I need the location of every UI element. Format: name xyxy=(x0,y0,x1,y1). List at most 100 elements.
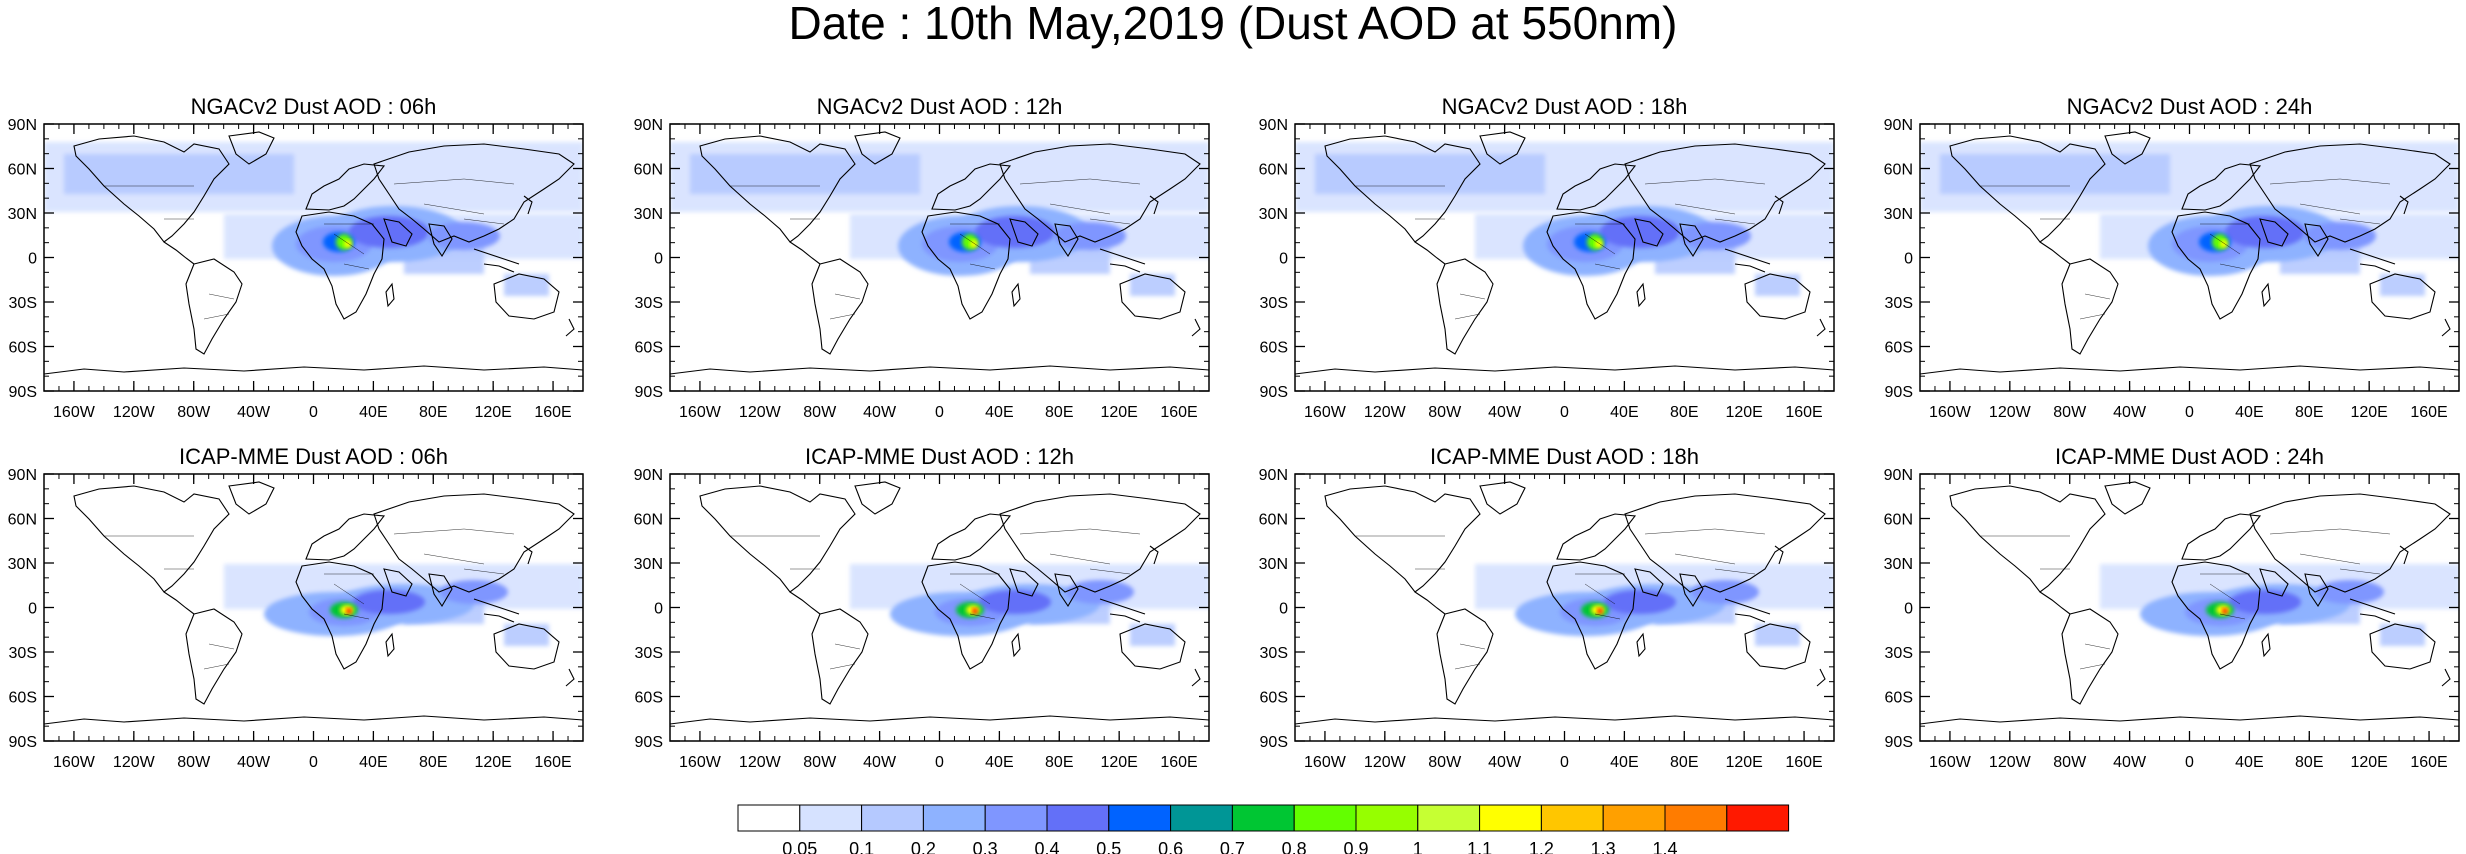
lon-tick-label: 160E xyxy=(534,404,571,421)
lat-tick-label: 0 xyxy=(1279,251,1288,268)
colorbar-label: 0.7 xyxy=(1220,839,1245,854)
lon-tick-label: 40E xyxy=(2235,754,2263,771)
lat-tick-label: 90S xyxy=(635,384,663,401)
lon-tick-label: 80E xyxy=(419,754,447,771)
lon-tick-label: 120W xyxy=(1364,404,1407,421)
lon-tick-label: 80W xyxy=(177,754,211,771)
lon-tick-label: 120E xyxy=(474,404,511,421)
lon-tick-label: 0 xyxy=(309,404,318,421)
colorbar-label: 0.2 xyxy=(911,839,936,854)
lon-tick-label: 0 xyxy=(935,404,944,421)
lon-tick-label: 40E xyxy=(985,754,1013,771)
colorbar-label: 0.8 xyxy=(1282,839,1307,854)
lon-tick-label: 120E xyxy=(1725,404,1762,421)
lon-tick-label: 40W xyxy=(863,754,897,771)
lon-tick-label: 0 xyxy=(309,754,318,771)
lon-tick-label: 40E xyxy=(985,404,1013,421)
map-panel-3: NGACv2 Dust AOD : 18h 90N 60N 30N 0 30S 60S 90S… xyxy=(1259,94,1835,421)
lon-tick-label: 0 xyxy=(1560,754,1569,771)
lon-tick-label: 40W xyxy=(2113,404,2147,421)
dust-aod-field xyxy=(670,474,1209,741)
lon-tick-label: 120E xyxy=(2350,404,2387,421)
colorbar-label: 0.3 xyxy=(973,839,998,854)
lon-tick-label: 0 xyxy=(1560,404,1569,421)
colorbar-swatch xyxy=(1231,804,1295,832)
colorbar-label: 0.6 xyxy=(1158,839,1183,854)
lon-tick-label: 120W xyxy=(113,404,156,421)
lat-tick-label: 60N xyxy=(1259,162,1288,179)
lat-tick-label: 90N xyxy=(1884,467,1913,484)
lon-tick-label: 160W xyxy=(679,754,722,771)
colorbar-label: 0.1 xyxy=(849,839,874,854)
lat-tick-label: 30S xyxy=(9,645,37,662)
panel-title: ICAP-MME Dust AOD : 06h xyxy=(179,444,448,469)
colorbar-swatch xyxy=(984,804,1048,832)
lon-tick-label: 120W xyxy=(739,754,782,771)
lat-tick-label: 90S xyxy=(1885,384,1913,401)
lon-tick-label: 160E xyxy=(1785,754,1822,771)
lon-tick-label: 120W xyxy=(1989,754,2032,771)
lat-tick-label: 90N xyxy=(1259,467,1288,484)
lat-tick-label: 90S xyxy=(1260,384,1288,401)
dust-aod-field xyxy=(1920,474,2459,741)
lat-tick-label: 90S xyxy=(9,384,37,401)
lon-tick-label: 160W xyxy=(1304,404,1347,421)
panel-title: ICAP-MME Dust AOD : 18h xyxy=(1430,444,1699,469)
lat-tick-label: 0 xyxy=(654,251,663,268)
map-panel-5: ICAP-MME Dust AOD : 06h 90N 60N 30N 0 30S 60S 9… xyxy=(8,444,584,771)
lat-tick-label: 60S xyxy=(9,690,37,707)
lat-tick-label: 60S xyxy=(1885,690,1913,707)
lat-tick-label: 30N xyxy=(1884,556,1913,573)
lat-tick-label: 30S xyxy=(635,295,663,312)
lon-tick-label: 160W xyxy=(53,754,96,771)
lat-tick-label: 0 xyxy=(1904,251,1913,268)
colorbar-label: 1.1 xyxy=(1467,839,1492,854)
lat-tick-label: 60N xyxy=(634,162,663,179)
lat-tick-label: 60S xyxy=(9,340,37,357)
colorbar-swatch xyxy=(922,804,986,832)
lat-tick-label: 90N xyxy=(1884,117,1913,134)
lon-tick-label: 0 xyxy=(2185,404,2194,421)
lat-tick-label: 0 xyxy=(654,601,663,618)
lat-tick-label: 30N xyxy=(634,556,663,573)
lon-tick-label: 40E xyxy=(359,754,387,771)
lon-tick-label: 40W xyxy=(1488,404,1522,421)
lat-tick-label: 60S xyxy=(635,690,663,707)
lat-tick-label: 30S xyxy=(635,645,663,662)
lat-tick-label: 60S xyxy=(1260,340,1288,357)
lat-tick-label: 60N xyxy=(1884,512,1913,529)
lat-tick-label: 90N xyxy=(634,467,663,484)
lat-tick-label: 30N xyxy=(634,206,663,223)
lat-tick-label: 30S xyxy=(9,295,37,312)
lat-tick-label: 90N xyxy=(8,467,37,484)
colorbar-label: 1.4 xyxy=(1652,839,1677,854)
lat-tick-label: 0 xyxy=(1279,601,1288,618)
lat-tick-label: 60S xyxy=(635,340,663,357)
lat-tick-label: 90S xyxy=(1260,734,1288,751)
colorbar-swatch xyxy=(1540,804,1604,832)
lon-tick-label: 80W xyxy=(2053,404,2087,421)
dust-aod-field xyxy=(1295,474,1834,741)
lon-tick-label: 120E xyxy=(1725,754,1762,771)
map-panel-1: NGACv2 Dust AOD : 06h 90N 60N 30N 0 30S 60S 90S… xyxy=(8,94,584,421)
lon-tick-label: 160E xyxy=(2410,404,2447,421)
lat-tick-label: 60N xyxy=(8,162,37,179)
lon-tick-label: 40W xyxy=(237,754,271,771)
lat-tick-label: 0 xyxy=(28,601,37,618)
lon-tick-label: 160W xyxy=(679,404,722,421)
colorbar-swatch xyxy=(861,804,924,832)
colorbar-label: 0.9 xyxy=(1343,839,1368,854)
lon-tick-label: 160W xyxy=(1304,754,1347,771)
map-panel-2: NGACv2 Dust AOD : 12h 90N 60N 30N 0 30S 60S 90S… xyxy=(634,94,1210,421)
lon-tick-label: 160W xyxy=(1929,754,1972,771)
lon-tick-label: 80E xyxy=(1670,404,1698,421)
lon-tick-label: 80E xyxy=(419,404,447,421)
panel-title: ICAP-MME Dust AOD : 24h xyxy=(2055,444,2324,469)
colorbar-swatch xyxy=(799,804,863,832)
panel-title: ICAP-MME Dust AOD : 12h xyxy=(805,444,1074,469)
lon-tick-label: 40W xyxy=(1488,754,1522,771)
lat-tick-label: 30S xyxy=(1885,295,1913,312)
dust-aod-field xyxy=(670,124,1209,391)
dust-aod-field xyxy=(1295,124,1834,391)
